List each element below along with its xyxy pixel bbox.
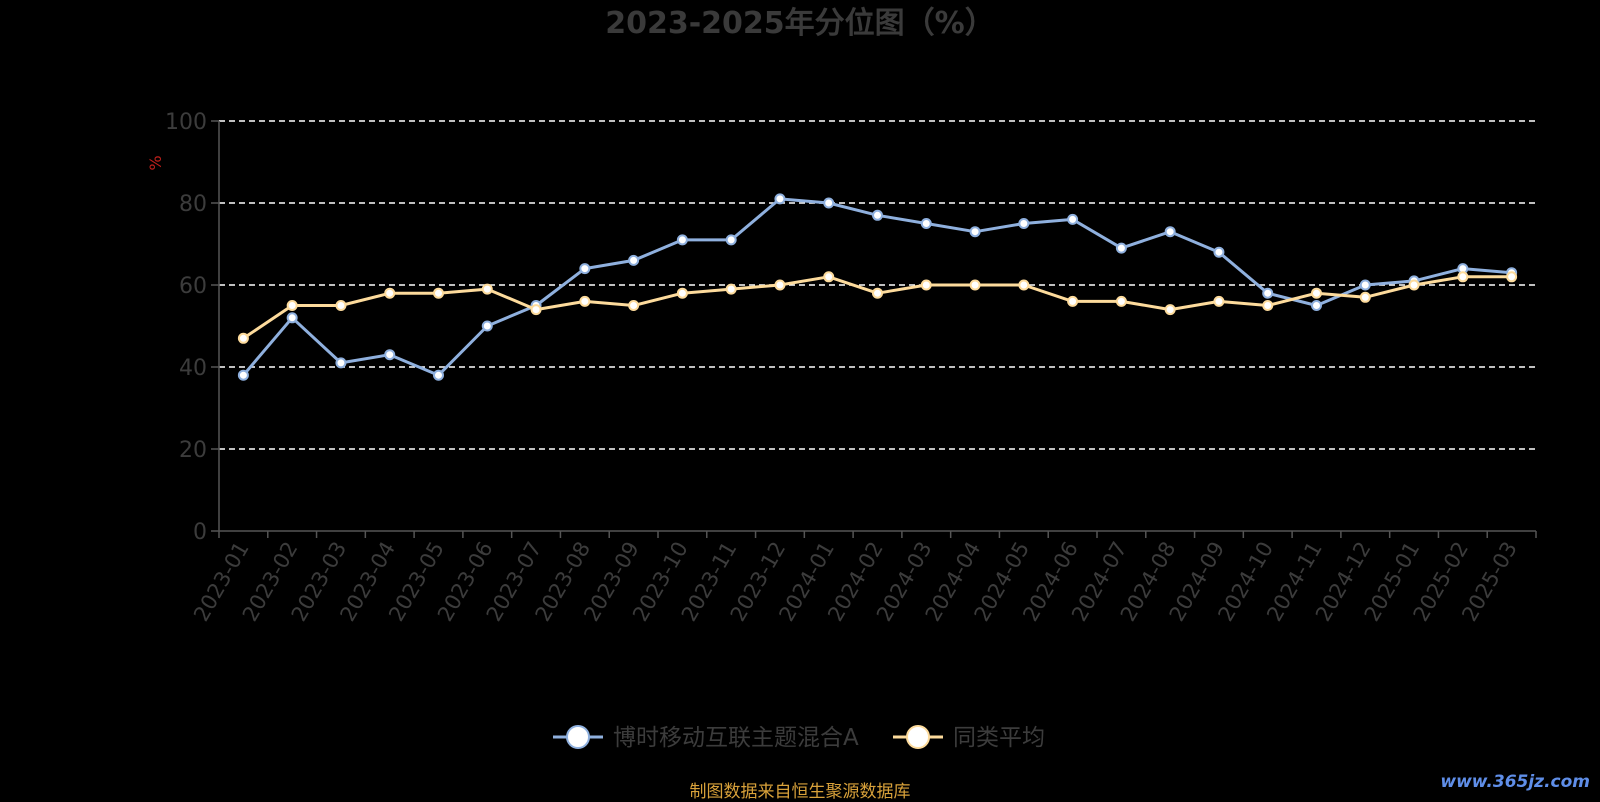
data-point <box>335 357 347 369</box>
data-point <box>725 283 737 295</box>
data-point <box>433 287 444 299</box>
data-source-note: 制图数据来自恒生聚源数据库 <box>689 782 911 802</box>
y-tick-labels: 0 20 40 60 80 100 <box>165 110 207 545</box>
data-point <box>920 279 932 291</box>
data-point <box>1262 287 1274 299</box>
data-point <box>725 234 737 246</box>
data-point <box>969 226 981 238</box>
data-point <box>481 283 493 295</box>
data-point <box>969 279 981 291</box>
data-point <box>1457 271 1469 283</box>
data-point <box>628 254 640 266</box>
x-tick-labels: 2023-012023-022023-032023-042023-052023-… <box>189 538 1522 626</box>
data-point <box>1359 279 1371 291</box>
data-point <box>335 300 347 311</box>
data-point <box>1262 300 1274 311</box>
data-point <box>1067 213 1079 225</box>
y-tick-label: 100 <box>165 110 207 135</box>
data-point <box>1164 304 1176 316</box>
legend-label: 同类平均 <box>953 725 1045 751</box>
data-point <box>384 349 396 361</box>
legend-label: 博时移动互联主题混合A <box>613 725 859 751</box>
legend-item[interactable]: 同类平均 <box>893 725 1045 751</box>
data-point <box>1115 295 1127 307</box>
legend[interactable]: 博时移动互联主题混合A 同类平均 <box>553 725 1045 751</box>
watermark: www.365jz.com <box>1440 772 1590 792</box>
data-point <box>1018 279 1030 291</box>
axes <box>211 120 1537 538</box>
data-point <box>237 369 249 381</box>
data-point <box>286 312 298 324</box>
data-point <box>823 271 835 283</box>
data-point <box>872 287 883 299</box>
data-point <box>1213 246 1225 258</box>
data-point <box>286 300 298 311</box>
data-point <box>1067 295 1079 307</box>
legend-marker <box>906 725 930 749</box>
y-tick-label: 20 <box>179 438 207 463</box>
data-point <box>481 320 493 332</box>
data-point <box>1506 271 1518 283</box>
chart-title: 2023-2025年分位图（%） <box>605 6 995 41</box>
data-point <box>579 263 591 275</box>
data-point <box>676 287 688 299</box>
series-line <box>242 197 1512 377</box>
data-point <box>628 300 640 311</box>
data-point <box>774 279 786 291</box>
data-point <box>676 234 688 246</box>
data-point <box>1115 242 1127 254</box>
data-point <box>872 209 883 221</box>
data-point <box>579 295 591 307</box>
y-tick-label: 0 <box>193 520 207 545</box>
data-point <box>237 332 249 344</box>
y-tick-label: 40 <box>179 356 207 381</box>
y-tick-label: 80 <box>179 192 207 217</box>
y-axis-label: % <box>146 155 165 170</box>
data-point <box>1164 226 1176 238</box>
data-point <box>530 304 542 316</box>
data-point <box>1359 291 1371 303</box>
data-point <box>823 197 835 209</box>
data-point <box>1311 287 1322 299</box>
data-point <box>1213 295 1225 307</box>
data-point <box>920 218 932 229</box>
data-point <box>384 287 396 299</box>
legend-item[interactable]: 博时移动互联主题混合A <box>553 725 859 751</box>
data-point <box>1311 300 1322 311</box>
y-tick-label: 60 <box>179 274 207 299</box>
grid-lines <box>219 120 1536 450</box>
data-point <box>774 193 786 205</box>
series-lines <box>237 193 1518 381</box>
legend-marker <box>566 725 590 749</box>
data-point <box>1408 279 1420 291</box>
data-point <box>1018 218 1030 229</box>
data-point <box>433 369 444 381</box>
